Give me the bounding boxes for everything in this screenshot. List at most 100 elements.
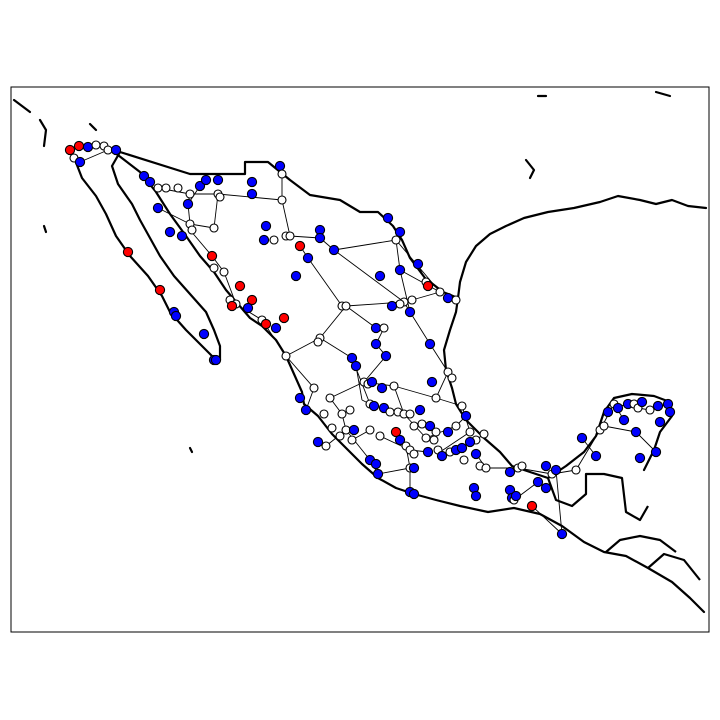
- white-node: [517, 461, 527, 471]
- white-node: [335, 431, 345, 441]
- blue-node: [274, 160, 286, 172]
- blue-node: [394, 434, 406, 446]
- network-edge: [439, 431, 471, 453]
- white-node: [337, 409, 347, 419]
- blue-node: [198, 328, 210, 340]
- blue-node: [368, 400, 380, 412]
- white-node: [481, 463, 491, 473]
- blue-node: [346, 352, 358, 364]
- white-node: [103, 145, 113, 155]
- blue-node: [386, 300, 398, 312]
- blue-node: [176, 230, 188, 242]
- white-node: [269, 235, 279, 245]
- white-node: [391, 235, 401, 245]
- blue-node: [576, 432, 588, 444]
- blue-node: [404, 306, 416, 318]
- blue-node: [374, 270, 386, 282]
- blue-node: [246, 188, 258, 200]
- network-edge: [429, 343, 449, 373]
- white-node: [347, 435, 357, 445]
- white-node: [309, 383, 319, 393]
- white-node: [389, 381, 399, 391]
- blue-node: [290, 270, 302, 282]
- blue-node: [200, 174, 212, 186]
- white-node: [277, 169, 287, 179]
- white-node: [599, 421, 609, 431]
- blue-node: [164, 226, 176, 238]
- blue-node: [634, 452, 646, 464]
- blue-node: [540, 482, 552, 494]
- blue-node: [312, 436, 324, 448]
- network-edge: [393, 385, 437, 399]
- white-node: [185, 189, 195, 199]
- white-node: [219, 267, 229, 277]
- network-edge: [409, 311, 431, 345]
- white-node: [321, 441, 331, 451]
- island-1: [38, 118, 48, 148]
- blue-node: [456, 442, 468, 454]
- blue-node: [242, 302, 254, 314]
- blue-node: [532, 476, 544, 488]
- white-node: [405, 409, 415, 419]
- blue-node: [664, 406, 676, 418]
- red-node: [64, 144, 76, 156]
- network-edge: [363, 355, 387, 383]
- blue-node: [366, 376, 378, 388]
- red-node: [234, 280, 246, 292]
- white-node: [457, 401, 467, 411]
- network-nodes: [64, 140, 676, 540]
- red-node: [390, 426, 402, 438]
- network-edge: [333, 239, 397, 251]
- blue-node: [110, 144, 122, 156]
- blue-node: [510, 490, 522, 502]
- blue-node: [294, 392, 306, 404]
- blue-node: [436, 450, 448, 462]
- blue-node: [408, 488, 420, 500]
- blue-node: [470, 448, 482, 460]
- white-node: [409, 449, 419, 459]
- white-node: [395, 299, 405, 309]
- blue-node: [504, 466, 516, 478]
- blue-node: [194, 180, 206, 192]
- blue-node: [422, 446, 434, 458]
- red-node: [422, 280, 434, 292]
- blue-node: [74, 156, 86, 168]
- blue-node: [144, 176, 156, 188]
- map-frame: [10, 86, 710, 633]
- white-node: [91, 140, 101, 150]
- red-node: [206, 250, 218, 262]
- network-edge: [345, 305, 377, 329]
- red-node: [226, 300, 238, 312]
- red-node: [260, 318, 272, 330]
- blue-node: [370, 338, 382, 350]
- white-node: [281, 351, 291, 361]
- blue-node: [350, 360, 362, 372]
- white-node: [345, 405, 355, 415]
- blue-node: [82, 141, 94, 153]
- blue-node: [426, 376, 438, 388]
- blue-node: [556, 528, 568, 540]
- blue-node: [612, 402, 624, 414]
- white-node: [379, 323, 389, 333]
- blue-node: [654, 416, 666, 428]
- red-node: [246, 294, 258, 306]
- network-edge: [281, 199, 291, 237]
- white-node: [173, 183, 183, 193]
- white-node: [209, 263, 219, 273]
- red-node: [73, 140, 85, 152]
- blue-node: [424, 420, 436, 432]
- network-edge: [377, 467, 411, 475]
- network-edge: [319, 305, 347, 339]
- blue-node: [348, 424, 360, 436]
- network-edge: [531, 505, 563, 535]
- blue-node: [380, 350, 392, 362]
- blue-node: [602, 406, 614, 418]
- blue-node: [372, 468, 384, 480]
- blue-node: [618, 414, 630, 426]
- guatemala-border: [546, 472, 649, 522]
- white-node: [431, 427, 441, 437]
- island-3: [524, 158, 536, 180]
- blue-node: [550, 464, 562, 476]
- white-node: [187, 225, 197, 235]
